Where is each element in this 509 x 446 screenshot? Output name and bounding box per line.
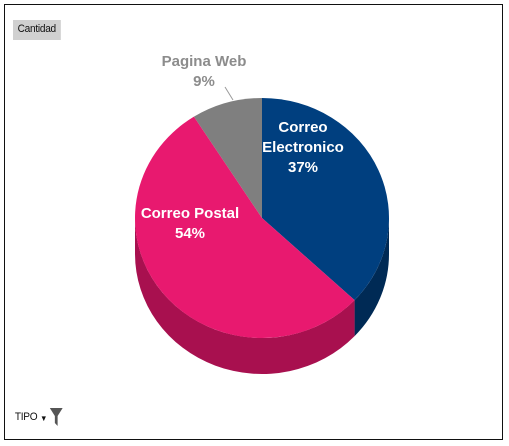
pie-sides [135, 218, 389, 374]
leader-lines [224, 86, 234, 101]
pie-slice-pagina-web[interactable] [193, 98, 262, 218]
data-labels: Correo Electronico 37% Correo Postal 54% Pagi… [141, 53, 344, 242]
filter-field-label: TIPO [14, 410, 38, 423]
pie-slice-correo-postal[interactable] [135, 116, 355, 338]
leader-line-pagina-web [224, 86, 234, 101]
pie-side-correo-postal [135, 218, 355, 374]
data-label-pagina-web: Pagina Web 9% [162, 53, 247, 90]
data-label-correo-postal: Correo Postal 54% [141, 205, 239, 242]
pie-slices [135, 98, 390, 338]
funnel-filter-icon [49, 408, 63, 426]
value-field-button[interactable]: Cantidad [13, 20, 61, 40]
data-label-correo-electronico: Correo Electronico 37% [262, 119, 344, 176]
filter-field-button[interactable]: TIPO ▼ [13, 405, 65, 429]
dropdown-arrow-icon: ▼ [40, 413, 48, 423]
pie-slice-correo-electronico[interactable] [262, 98, 390, 301]
pie-side-correo-electronico [354, 218, 389, 337]
